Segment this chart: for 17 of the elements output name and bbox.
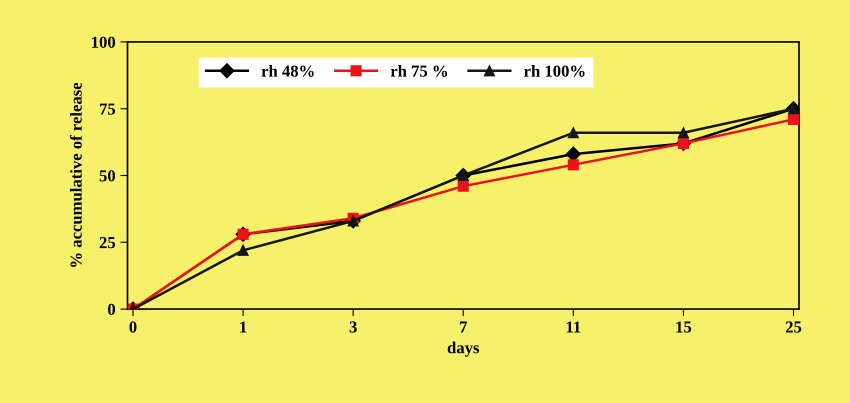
y-tick-label: 100 — [92, 36, 116, 48]
y-tick-label: 0 — [108, 304, 116, 316]
y-tick-label: 75 — [100, 104, 116, 115]
x-axis-title: days — [448, 342, 480, 357]
y-axis-title: % accumulative of release — [70, 82, 82, 267]
legend-label: rh 75 % — [390, 65, 448, 77]
x-tick-label: 1 — [240, 321, 246, 332]
legend-label: rh 48% — [262, 65, 314, 77]
x-tick-label: 15 — [676, 321, 692, 333]
y-tick-label: 50 — [100, 170, 116, 182]
x-tick-label: 11 — [566, 321, 580, 332]
x-tick-label: 3 — [350, 321, 357, 333]
legend-label: rh 100% — [524, 65, 585, 77]
x-tick-label: 25 — [786, 321, 802, 333]
y-tick-label: 25 — [100, 237, 116, 248]
x-tick-label: 7 — [460, 322, 468, 332]
x-tick-label: 0 — [129, 321, 137, 333]
